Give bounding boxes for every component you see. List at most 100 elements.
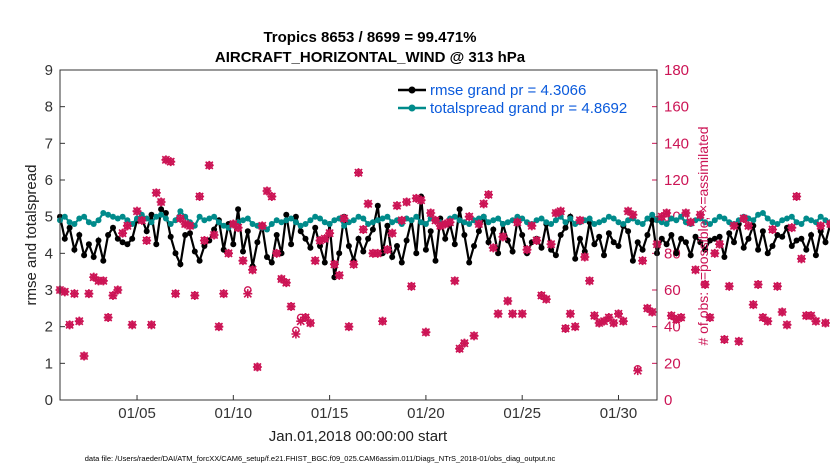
x-tick-label: 01/30 bbox=[600, 405, 638, 422]
y-tick-label: 6 bbox=[45, 172, 53, 189]
obs-assimilated-point bbox=[561, 324, 571, 333]
obs-assimilated-point bbox=[503, 296, 513, 306]
data-point bbox=[379, 215, 386, 222]
data-point bbox=[456, 217, 463, 224]
x-tick-label: 01/10 bbox=[215, 405, 253, 422]
data-point bbox=[519, 215, 526, 222]
obs-assimilated-point bbox=[753, 280, 763, 289]
x-tick-label: 01/20 bbox=[407, 405, 445, 422]
obs-assimilated-point bbox=[580, 252, 590, 262]
obs-assimilated-point bbox=[243, 289, 253, 299]
obs-assimilated-point bbox=[118, 228, 128, 238]
data-point bbox=[76, 232, 83, 238]
data-point bbox=[774, 221, 781, 227]
obs-assimilated-point bbox=[483, 190, 493, 200]
obs-assimilated-point bbox=[508, 309, 518, 319]
data-point bbox=[153, 241, 160, 248]
data-point bbox=[119, 239, 126, 246]
obs-assimilated-point bbox=[695, 210, 705, 220]
data-point bbox=[403, 237, 410, 244]
data-point bbox=[235, 206, 242, 213]
obs-assimilated-point bbox=[618, 316, 628, 326]
obs-assimilated-point bbox=[248, 265, 258, 275]
obs-assimilated-point bbox=[296, 316, 306, 326]
data-point bbox=[206, 215, 213, 222]
obs-assimilated-point bbox=[416, 195, 426, 205]
obs-assimilated-point bbox=[60, 287, 70, 297]
data-point bbox=[105, 211, 112, 218]
obs-assimilated-point bbox=[262, 186, 272, 196]
y-right-tick-label: 120 bbox=[664, 172, 689, 189]
data-point bbox=[90, 254, 97, 260]
data-point bbox=[100, 210, 107, 216]
data-point bbox=[538, 215, 545, 222]
obs-assimilated-point bbox=[325, 228, 335, 238]
data-point bbox=[485, 219, 492, 226]
data-point bbox=[707, 221, 713, 227]
data-point bbox=[552, 217, 559, 224]
obs-assimilated-point bbox=[84, 289, 94, 299]
data-point bbox=[177, 208, 184, 215]
data-point bbox=[191, 248, 198, 255]
data-point bbox=[731, 239, 737, 246]
obs-assimilated-point bbox=[431, 215, 441, 225]
data-point bbox=[601, 252, 607, 259]
data-point bbox=[504, 237, 511, 244]
data-point bbox=[167, 221, 174, 227]
data-point bbox=[288, 215, 295, 222]
obs-assimilated-point bbox=[700, 280, 710, 289]
data-point bbox=[509, 248, 516, 255]
obs-assimilated-point bbox=[94, 276, 104, 286]
data-point bbox=[793, 237, 800, 244]
obs-assimilated-point bbox=[734, 336, 744, 346]
data-point bbox=[812, 252, 819, 259]
data-point bbox=[418, 219, 425, 226]
obs-assimilated-point bbox=[387, 228, 397, 238]
data-point bbox=[273, 217, 280, 224]
obs-assimilated-point bbox=[613, 309, 623, 319]
obs-assimilated-point bbox=[512, 217, 522, 227]
data-point bbox=[240, 217, 246, 224]
series-group bbox=[55, 155, 830, 376]
data-point bbox=[533, 217, 540, 224]
data-point bbox=[162, 210, 169, 216]
obs-assimilated-point bbox=[777, 307, 787, 317]
obs-assimilated-point bbox=[585, 276, 595, 286]
y-right-tick-label: 0 bbox=[664, 392, 672, 409]
data-point bbox=[384, 222, 391, 229]
data-point bbox=[480, 213, 487, 220]
data-point bbox=[475, 215, 482, 222]
obs-assimilated-point bbox=[354, 168, 363, 178]
legend-rmse-label: rmse grand pr = 4.3066 bbox=[430, 82, 586, 99]
data-point bbox=[201, 217, 208, 224]
data-point bbox=[321, 259, 328, 266]
obs-assimilated-point bbox=[522, 245, 532, 255]
obs-assimilated-point bbox=[368, 248, 378, 258]
data-point bbox=[726, 230, 733, 237]
obs-assimilated-point bbox=[556, 206, 566, 216]
obs-assimilated-point bbox=[589, 311, 599, 321]
data-point bbox=[490, 217, 497, 224]
plot-area bbox=[60, 70, 657, 400]
obs-assimilated-point bbox=[440, 219, 450, 229]
obs-assimilated-point bbox=[257, 221, 267, 231]
data-point bbox=[302, 235, 309, 242]
obs-assimilated-point bbox=[435, 221, 445, 231]
legend: rmse grand pr = 4.3066 totalspread grand… bbox=[398, 82, 627, 117]
data-point bbox=[244, 228, 251, 235]
data-point bbox=[158, 211, 165, 218]
data-point bbox=[71, 221, 78, 227]
data-point bbox=[254, 239, 261, 246]
data-point bbox=[682, 239, 689, 246]
obs-assimilated-point bbox=[594, 318, 604, 328]
obs-assimilated-point bbox=[301, 313, 311, 322]
data-point bbox=[687, 252, 694, 259]
data-point bbox=[567, 215, 574, 222]
obs-assimilated-point bbox=[286, 302, 296, 311]
data-point bbox=[158, 206, 165, 213]
obs-assimilated-point bbox=[209, 230, 219, 240]
data-point bbox=[110, 224, 116, 231]
obs-assimilated-point bbox=[276, 274, 286, 284]
obs-assimilated-point bbox=[642, 303, 652, 313]
